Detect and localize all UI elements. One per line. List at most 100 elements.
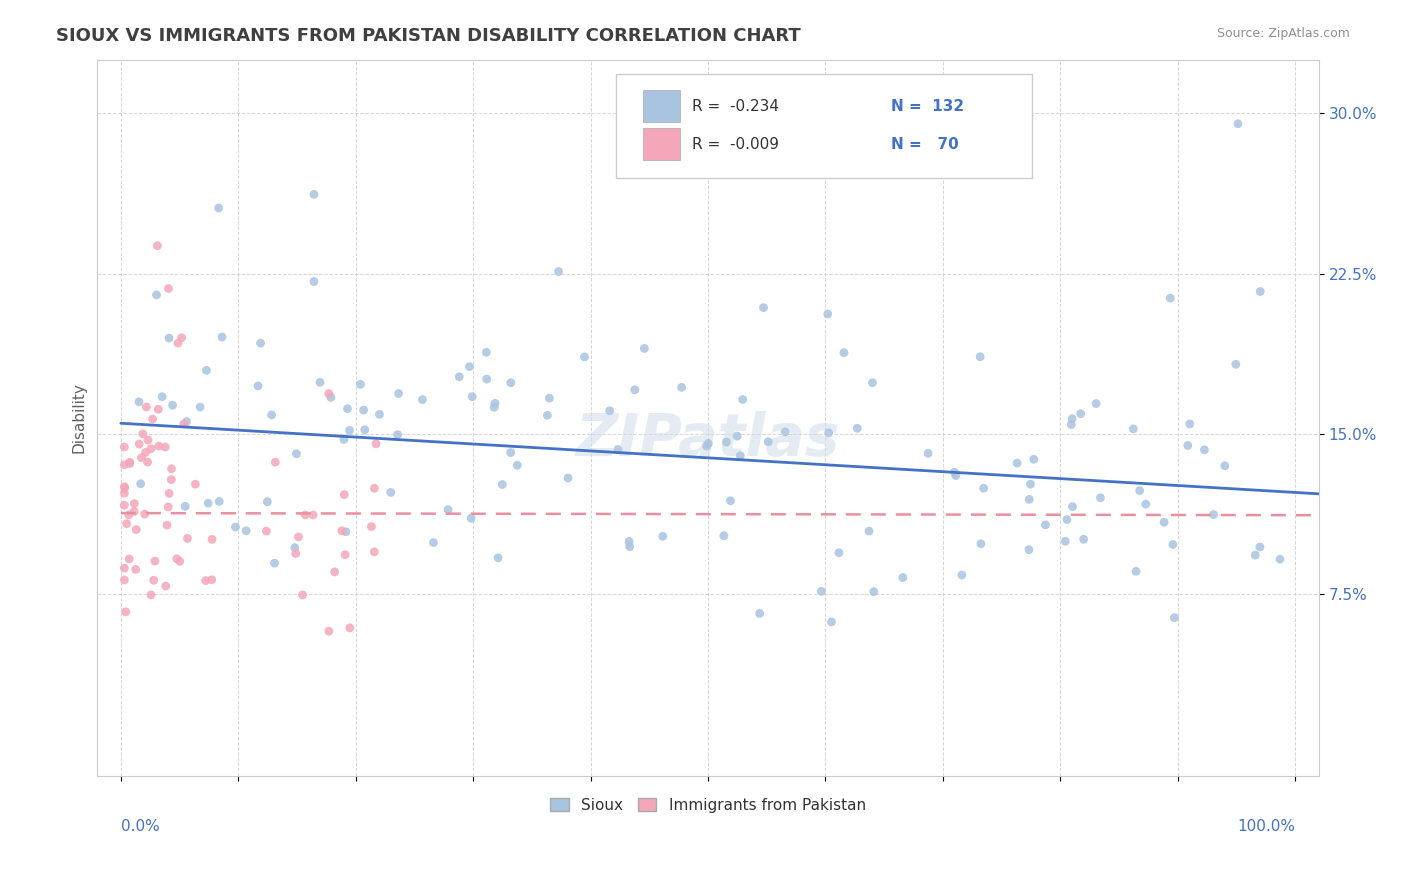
Point	[129, 476, 152, 491]
Point	[136, 455, 159, 469]
Point	[150, 390, 173, 404]
Point	[188, 400, 211, 414]
Point	[197, 496, 219, 510]
Text: Source: ZipAtlas.com: Source: ZipAtlas.com	[1216, 27, 1350, 40]
Point	[353, 403, 375, 417]
Point	[599, 403, 621, 417]
Point	[157, 500, 180, 514]
Point	[756, 434, 779, 449]
Point	[156, 518, 179, 533]
Point	[380, 485, 402, 500]
Point	[411, 392, 433, 407]
Point	[364, 437, 387, 451]
Point	[1054, 534, 1077, 549]
Point	[617, 534, 640, 549]
Point	[114, 481, 136, 495]
Point	[817, 425, 839, 440]
Point	[128, 437, 150, 451]
Point	[606, 442, 628, 457]
Point	[112, 458, 135, 472]
Point	[309, 376, 332, 390]
Point	[547, 264, 569, 278]
Point	[486, 550, 509, 565]
Point	[166, 551, 188, 566]
Point	[162, 398, 184, 412]
Point	[1268, 552, 1291, 566]
Point	[538, 391, 561, 405]
Point	[318, 386, 340, 401]
Point	[973, 481, 995, 495]
Point	[135, 400, 157, 414]
Point	[319, 390, 342, 404]
Point	[260, 408, 283, 422]
Point	[1019, 477, 1042, 491]
Text: N =  132: N = 132	[891, 99, 965, 113]
Text: R =  -0.009: R = -0.009	[692, 136, 779, 152]
Point	[1018, 542, 1040, 557]
Point	[697, 436, 720, 450]
Point	[1129, 483, 1152, 498]
Point	[449, 369, 471, 384]
Point	[339, 423, 361, 437]
Point	[211, 330, 233, 344]
Point	[387, 386, 409, 401]
Point	[536, 409, 558, 423]
Point	[1022, 452, 1045, 467]
Point	[284, 541, 307, 555]
Point	[1090, 491, 1112, 505]
Point	[863, 584, 886, 599]
Point	[247, 379, 270, 393]
Point	[891, 571, 914, 585]
Point	[491, 477, 513, 491]
Point	[302, 187, 325, 202]
Point	[112, 480, 135, 494]
Point	[1018, 492, 1040, 507]
Point	[302, 508, 325, 522]
Point	[1202, 508, 1225, 522]
Point	[1177, 438, 1199, 452]
Point	[917, 446, 939, 460]
Point	[1226, 117, 1249, 131]
Point	[1062, 411, 1084, 425]
Point	[437, 502, 460, 516]
Point	[574, 350, 596, 364]
Point	[810, 584, 832, 599]
Point	[146, 238, 169, 252]
Point	[499, 445, 522, 459]
Point	[118, 455, 141, 469]
Point	[194, 574, 217, 588]
Point	[333, 488, 356, 502]
Point	[499, 376, 522, 390]
Point	[1194, 442, 1216, 457]
Point	[160, 461, 183, 475]
Point	[846, 421, 869, 435]
Point	[335, 524, 357, 539]
Point	[157, 331, 180, 345]
Point	[716, 435, 738, 450]
Point	[173, 417, 195, 431]
Point	[224, 520, 246, 534]
Point	[176, 532, 198, 546]
Point	[157, 281, 180, 295]
Point	[862, 376, 884, 390]
Text: 0.0%: 0.0%	[121, 819, 160, 834]
Legend: Sioux, Immigrants from Pakistan: Sioux, Immigrants from Pakistan	[544, 791, 872, 819]
Point	[174, 500, 197, 514]
Point	[1163, 610, 1185, 624]
Point	[333, 548, 356, 562]
Point	[131, 450, 153, 465]
Point	[339, 621, 361, 635]
Point	[208, 494, 231, 508]
Point	[1060, 417, 1083, 432]
Point	[169, 554, 191, 568]
Point	[671, 380, 693, 394]
Point	[1135, 497, 1157, 511]
Point	[713, 529, 735, 543]
FancyBboxPatch shape	[644, 90, 681, 122]
Text: 100.0%: 100.0%	[1237, 819, 1295, 834]
Point	[1178, 417, 1201, 431]
Point	[461, 390, 484, 404]
Point	[1005, 456, 1028, 470]
Point	[112, 498, 135, 512]
Point	[167, 336, 190, 351]
